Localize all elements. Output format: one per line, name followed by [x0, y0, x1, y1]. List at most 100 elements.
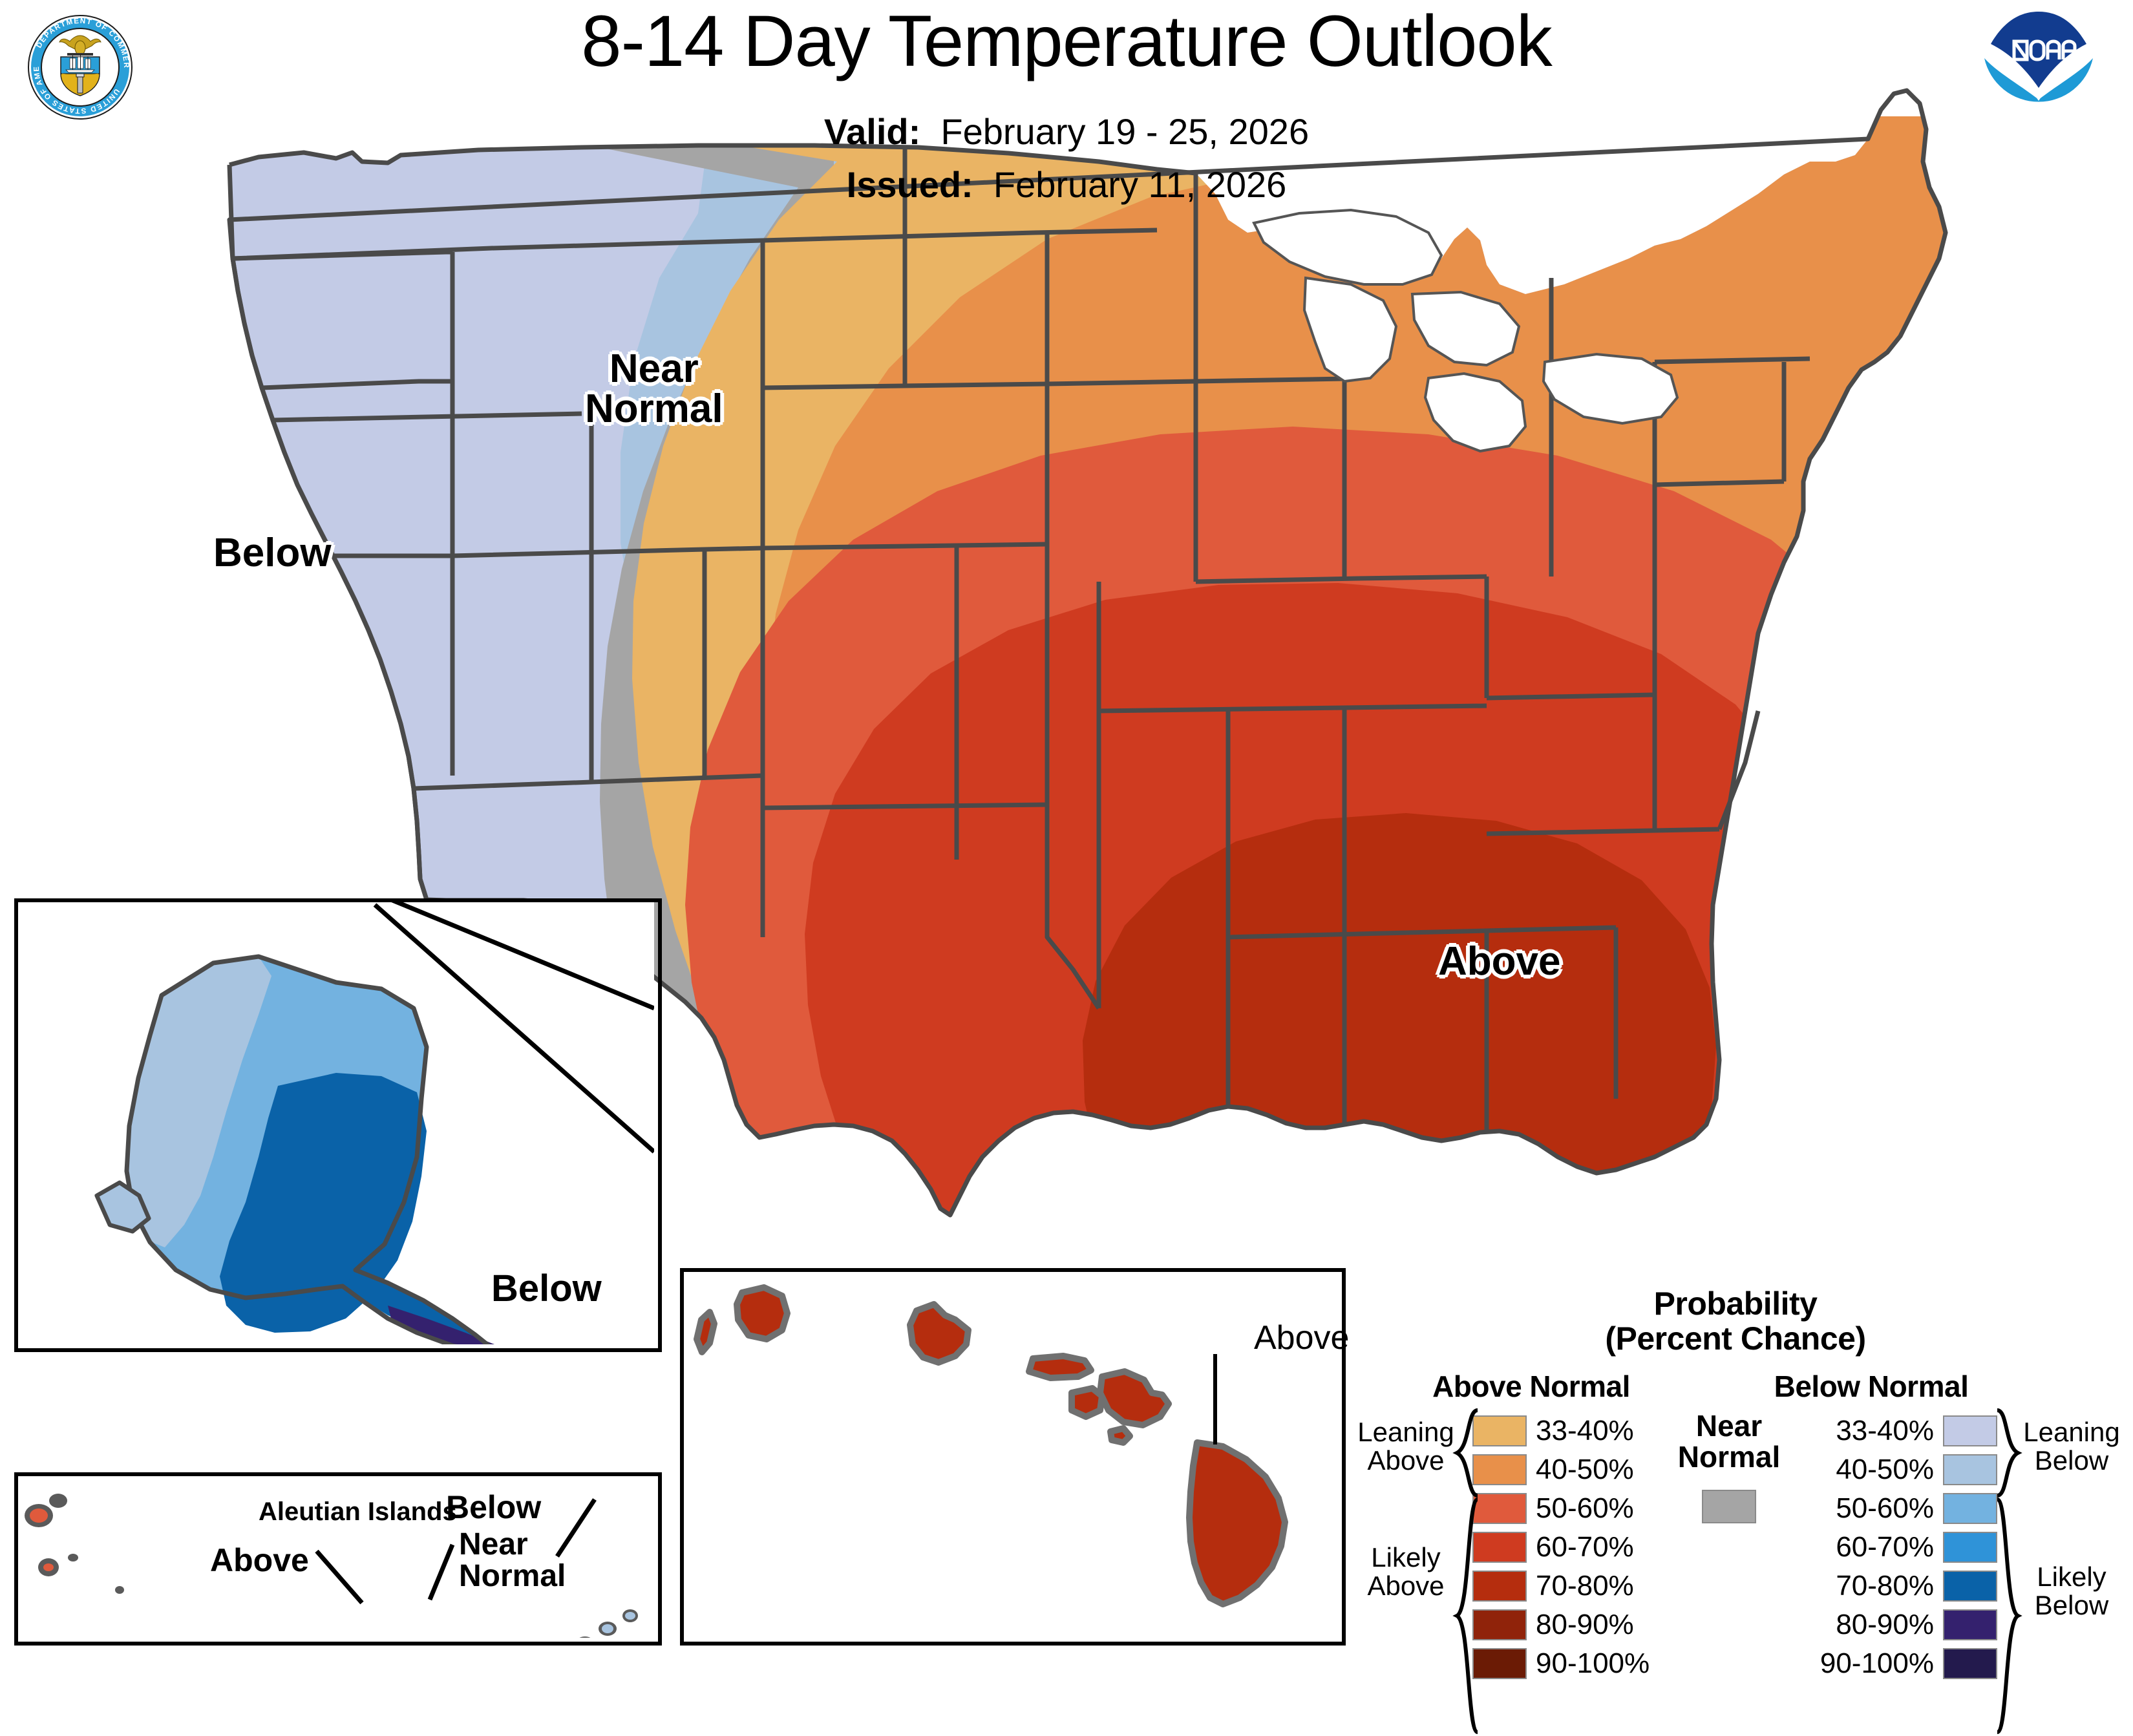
hawaii-inset-frame: [680, 1268, 1346, 1646]
hawaii-label-above: Above: [1254, 1319, 1350, 1357]
legend-bracket-likely-above: Likely Above: [1344, 1543, 1467, 1600]
map-label-above: Above: [1438, 939, 1561, 984]
alaska-inset-graphic: [14, 898, 654, 1344]
legend-swatch-above-60-70%: [1472, 1532, 1527, 1563]
legend-near-normal-block: Near Normal: [1661, 1410, 1797, 1523]
aleutian-near-normal-line1: Near: [459, 1527, 528, 1561]
bracket-leaning-above-icon: [1452, 1408, 1479, 1498]
legend-label-above-90-100%: 90-100%: [1536, 1647, 1650, 1679]
legend-row-above-2: 50-60%: [1472, 1489, 1660, 1528]
legend-bracket-leaning-above: Leaning Above: [1344, 1417, 1467, 1476]
legend-label-above-40-50%: 40-50%: [1536, 1454, 1634, 1485]
legend-column-above-normal: 33-40% 40-50% 50-60% 60-70% 70-80% 80-90% 90-1…: [1472, 1412, 1660, 1683]
legend-swatch-near-normal: [1702, 1489, 1756, 1523]
bracket-leaning-below-icon: [1996, 1408, 2022, 1498]
map-stage: Below Near Normal Above Below Above Aleu…: [14, 88, 1948, 1646]
alaska-label-below: Below: [491, 1267, 602, 1309]
bracket-likely-below-icon: [1996, 1498, 2022, 1734]
legend-row-above-3: 60-70%: [1472, 1528, 1660, 1567]
issued-date-line: Issued: February 11, 2026: [0, 167, 2133, 203]
legend-swatch-below-80-90%: [1943, 1609, 1997, 1640]
page-title: 8-14 Day Temperature Outlook: [581, 1, 1552, 81]
legend-row-above-4: 70-80%: [1472, 1567, 1660, 1605]
aleutian-inset-frame: [14, 1472, 662, 1646]
legend-title: Probability (Percent Chance): [1351, 1286, 2120, 1356]
map-label-below: Below: [213, 531, 332, 575]
issued-value: February 11, 2026: [993, 164, 1287, 205]
aleutian-islands-label: Aleutian Islands: [259, 1498, 457, 1526]
aleutian-inset-graphic: [14, 1472, 654, 1638]
leaning-above-line1: Leaning: [1357, 1417, 1454, 1447]
legend-header-above-normal: Above Normal: [1432, 1370, 1630, 1403]
legend-swatch-above-80-90%: [1472, 1609, 1527, 1640]
legend-row-above-5: 80-90%: [1472, 1605, 1660, 1644]
legend-row-below-3: 60-70%: [1803, 1528, 1997, 1567]
department-of-commerce-seal-icon: DEPARTMENT OF COMMERCE UNITED STATES OF …: [25, 12, 133, 120]
legend-label-above-33-40%: 33-40%: [1536, 1415, 1634, 1446]
valid-value: February 19 - 25, 2026: [940, 111, 1310, 152]
legend-row-above-1: 40-50%: [1472, 1450, 1660, 1489]
legend-label-below-50-60%: 50-60%: [1836, 1492, 1934, 1524]
legend-bracket-leaning-below: Leaning Below: [2010, 1417, 2133, 1476]
legend-row-below-6: 90-100%: [1803, 1644, 1997, 1683]
legend-near-normal-line1: Near: [1695, 1409, 1763, 1443]
legend-label-above-70-80%: 70-80%: [1536, 1570, 1634, 1602]
legend-near-normal-label: Near Normal: [1661, 1410, 1797, 1473]
legend-column-below-normal: 33-40% 40-50% 50-60% 60-70% 70-80% 80-90% 90-1…: [1803, 1412, 1997, 1683]
legend-swatch-below-33-40%: [1943, 1415, 1997, 1446]
legend-title-line2: (Percent Chance): [1605, 1320, 1866, 1357]
legend-label-below-33-40%: 33-40%: [1836, 1415, 1934, 1446]
aleutian-near-normal-line2: Normal: [459, 1559, 566, 1594]
legend-swatch-above-50-60%: [1472, 1493, 1527, 1524]
map-label-near-normal-line2: Normal: [585, 386, 723, 431]
likely-below-line1: Likely: [2037, 1561, 2106, 1592]
valid-label: Valid:: [823, 111, 921, 152]
legend-swatch-below-60-70%: [1943, 1532, 1997, 1563]
leaning-below-line2: Below: [2034, 1445, 2109, 1476]
legend-swatch-above-33-40%: [1472, 1415, 1527, 1446]
legend-label-above-80-90%: 80-90%: [1536, 1609, 1634, 1640]
legend-swatch-above-90-100%: [1472, 1648, 1527, 1679]
legend-label-below-70-80%: 70-80%: [1836, 1570, 1934, 1602]
legend-swatch-below-50-60%: [1943, 1493, 1997, 1524]
legend-header-below-normal: Below Normal: [1774, 1370, 1969, 1403]
legend-label-below-60-70%: 60-70%: [1836, 1531, 1934, 1563]
legend-row-above-0: 33-40%: [1472, 1412, 1660, 1450]
legend-label-below-80-90%: 80-90%: [1836, 1609, 1934, 1640]
likely-above-line2: Above: [1367, 1571, 1445, 1602]
leaning-above-line2: Above: [1367, 1445, 1445, 1476]
legend-row-below-0: 33-40%: [1803, 1412, 1997, 1450]
legend-row-above-6: 90-100%: [1472, 1644, 1660, 1683]
legend-row-below-4: 70-80%: [1803, 1567, 1997, 1605]
legend-label-above-60-70%: 60-70%: [1536, 1531, 1634, 1563]
great-lakes: [1252, 208, 1679, 453]
legend-swatch-above-40-50%: [1472, 1454, 1527, 1485]
legend-swatch-below-90-100%: [1943, 1648, 1997, 1679]
legend-label-below-40-50%: 40-50%: [1836, 1454, 1934, 1485]
legend-label-above-50-60%: 50-60%: [1536, 1492, 1634, 1524]
legend-near-normal-line2: Normal: [1677, 1440, 1781, 1474]
hawaii-inset-graphic: [680, 1268, 1338, 1638]
probability-legend: Probability (Percent Chance) Above Norma…: [1351, 1286, 2120, 1734]
bracket-likely-above-icon: [1452, 1498, 1479, 1734]
aleutian-label-near-normal: Near Normal: [459, 1529, 566, 1593]
alaska-inset-frame: [14, 898, 662, 1352]
likely-below-line2: Below: [2034, 1590, 2109, 1621]
aleutian-label-above: Above: [210, 1542, 309, 1578]
legend-swatch-below-40-50%: [1943, 1454, 1997, 1485]
legend-label-below-90-100%: 90-100%: [1820, 1647, 1934, 1679]
legend-row-below-1: 40-50%: [1803, 1450, 1997, 1489]
likely-above-line1: Likely: [1371, 1542, 1441, 1572]
valid-date-line: Valid: February 19 - 25, 2026: [0, 114, 2133, 150]
aleutian-label-below: Below: [446, 1489, 542, 1525]
leaning-below-line1: Leaning: [2023, 1417, 2120, 1447]
legend-row-below-5: 80-90%: [1803, 1605, 1997, 1644]
legend-swatch-below-70-80%: [1943, 1571, 1997, 1602]
noaa-logo-icon: [1983, 10, 2094, 122]
legend-title-line1: Probability: [1653, 1286, 1818, 1322]
legend-swatch-above-70-80%: [1472, 1571, 1527, 1602]
legend-bracket-likely-below: Likely Below: [2010, 1561, 2133, 1621]
issued-label: Issued:: [846, 164, 973, 205]
map-label-near-normal-line1: Near: [609, 346, 699, 391]
legend-row-below-2: 50-60%: [1803, 1489, 1997, 1528]
